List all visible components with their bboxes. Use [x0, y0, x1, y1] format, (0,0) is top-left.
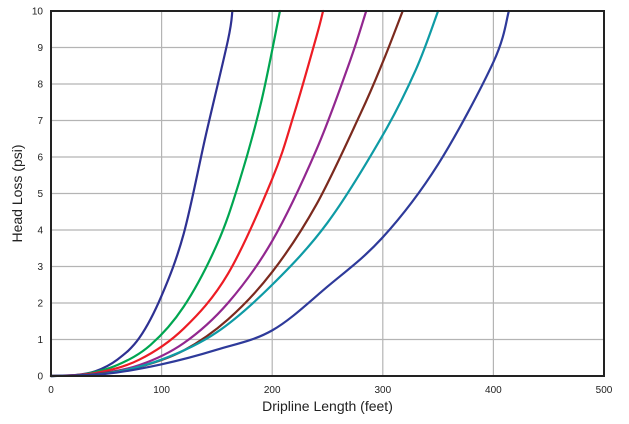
- tick-labels: 0 100 200 300 400 500 0 1 2 3 4 5 6 7 8 9 10: [32, 7, 613, 397]
- y-tick-label: 2: [37, 299, 43, 310]
- series-line-3: [49, 9, 325, 378]
- y-tick-label: 1: [37, 335, 43, 346]
- x-tick-label: 500: [596, 385, 613, 396]
- plot-frame: [50, 10, 605, 377]
- series-line-6: [49, 9, 440, 378]
- y-axis-title: Head Loss (psi): [9, 144, 25, 242]
- y-tick-label: 3: [37, 262, 43, 273]
- x-tick-label: 0: [48, 385, 54, 396]
- series-line-7: [49, 9, 510, 378]
- y-tick-label: 0: [37, 372, 43, 383]
- y-tick-label: 4: [37, 226, 43, 237]
- y-tick-label: 5: [37, 189, 43, 200]
- x-tick-label: 100: [153, 385, 170, 396]
- x-tick-label: 300: [374, 385, 391, 396]
- series-group: [49, 9, 510, 378]
- x-axis-title: Dripline Length (feet): [262, 398, 393, 414]
- x-tick-label: 400: [485, 385, 502, 396]
- grid-lines: [51, 11, 604, 376]
- y-tick-label: 6: [37, 153, 43, 164]
- y-tick-label: 8: [37, 80, 43, 91]
- y-tick-label: 9: [37, 43, 43, 54]
- y-tick-label: 7: [37, 116, 43, 127]
- x-tick-label: 200: [264, 385, 281, 396]
- y-tick-label: 10: [32, 7, 44, 18]
